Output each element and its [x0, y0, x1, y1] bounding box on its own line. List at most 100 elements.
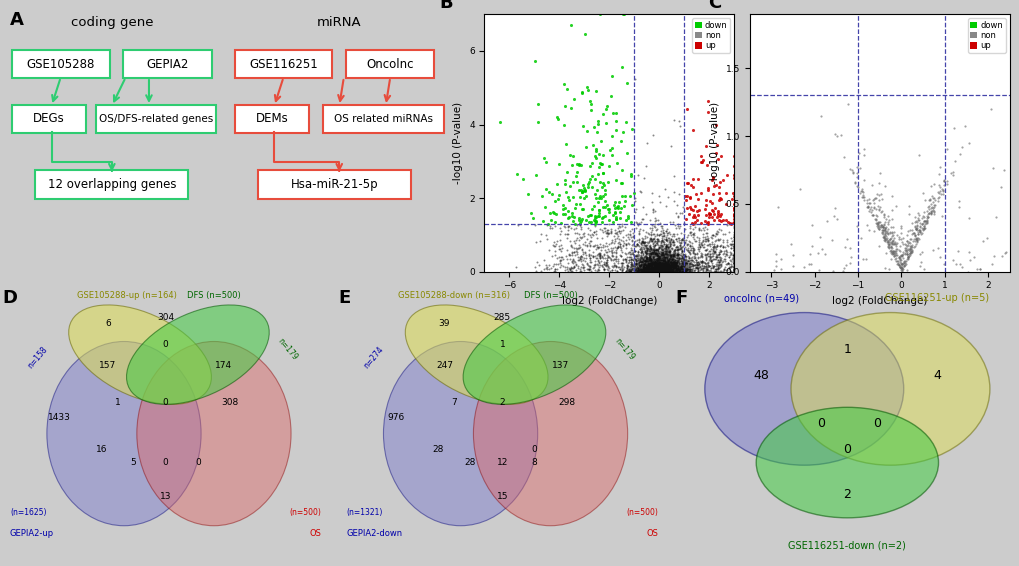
Point	[655, 261, 672, 271]
Point	[600, 252, 616, 261]
Point	[637, 261, 653, 270]
Point	[711, 252, 728, 261]
Point	[652, 255, 668, 264]
Point	[666, 261, 683, 270]
Point	[682, 223, 698, 232]
Point	[644, 258, 660, 267]
Point	[651, 254, 667, 263]
Point	[629, 264, 645, 273]
Point	[673, 251, 689, 260]
Point	[574, 229, 590, 238]
Point	[839, 234, 855, 243]
Point	[643, 265, 659, 275]
Point	[669, 220, 686, 229]
Point	[582, 264, 598, 273]
Point	[581, 242, 597, 251]
Point	[667, 267, 684, 276]
Point	[639, 265, 655, 274]
Point	[654, 263, 671, 272]
Point	[654, 248, 671, 258]
Point	[620, 256, 636, 265]
Point	[559, 230, 576, 239]
Point	[649, 235, 665, 244]
Point	[643, 255, 659, 264]
Point	[653, 265, 669, 274]
Point	[695, 240, 711, 249]
Point	[658, 265, 675, 274]
Point	[554, 255, 571, 264]
Point	[660, 259, 677, 268]
Point	[922, 208, 938, 217]
Point	[661, 265, 678, 275]
Point	[574, 181, 590, 190]
Point	[886, 247, 902, 256]
Point	[906, 231, 922, 240]
Point	[603, 151, 620, 160]
Point	[637, 253, 653, 262]
Point	[632, 266, 648, 275]
Point	[648, 258, 664, 267]
Point	[907, 225, 923, 234]
Point	[648, 266, 664, 275]
Point	[888, 257, 904, 266]
Point	[651, 267, 667, 276]
Point	[711, 193, 728, 202]
Point	[634, 267, 650, 276]
Point	[677, 251, 693, 260]
Point	[681, 247, 697, 256]
Point	[648, 264, 664, 273]
Point	[869, 190, 886, 199]
Point	[622, 267, 638, 276]
Point	[687, 250, 703, 259]
Point	[647, 254, 663, 263]
Point	[548, 209, 565, 218]
Point	[674, 264, 690, 273]
Point	[655, 256, 672, 265]
Point	[704, 174, 720, 183]
Point	[592, 254, 608, 263]
Point	[635, 263, 651, 272]
Point	[618, 255, 634, 264]
Point	[643, 260, 659, 269]
Point	[703, 252, 719, 261]
Point	[646, 250, 662, 259]
Point	[873, 222, 890, 231]
Point	[726, 212, 742, 221]
Point	[765, 265, 782, 274]
Point	[561, 265, 578, 275]
Point	[655, 263, 672, 272]
Point	[649, 265, 665, 275]
Point	[635, 265, 651, 274]
Point	[648, 260, 664, 269]
Point	[591, 254, 607, 263]
Point	[656, 259, 673, 268]
Point	[633, 234, 649, 243]
Point	[695, 264, 711, 273]
Point	[664, 251, 681, 260]
Point	[631, 265, 647, 275]
Point	[573, 161, 589, 170]
Point	[648, 239, 664, 248]
Point	[705, 242, 721, 251]
Point	[652, 230, 668, 239]
Point	[626, 264, 642, 273]
Point	[559, 225, 576, 234]
Point	[707, 264, 723, 273]
Point	[882, 228, 899, 237]
Point	[891, 260, 907, 269]
Point	[684, 229, 700, 238]
Point	[681, 193, 697, 202]
Point	[657, 259, 674, 268]
Point	[890, 260, 906, 269]
Point	[660, 261, 677, 270]
Point	[645, 247, 661, 256]
Point	[881, 227, 898, 236]
Point	[642, 265, 658, 275]
Point	[875, 235, 892, 244]
Point	[682, 255, 698, 264]
Point	[641, 264, 657, 273]
Point	[655, 261, 672, 271]
Point	[680, 263, 696, 272]
Point	[688, 258, 704, 267]
Point	[640, 261, 656, 270]
